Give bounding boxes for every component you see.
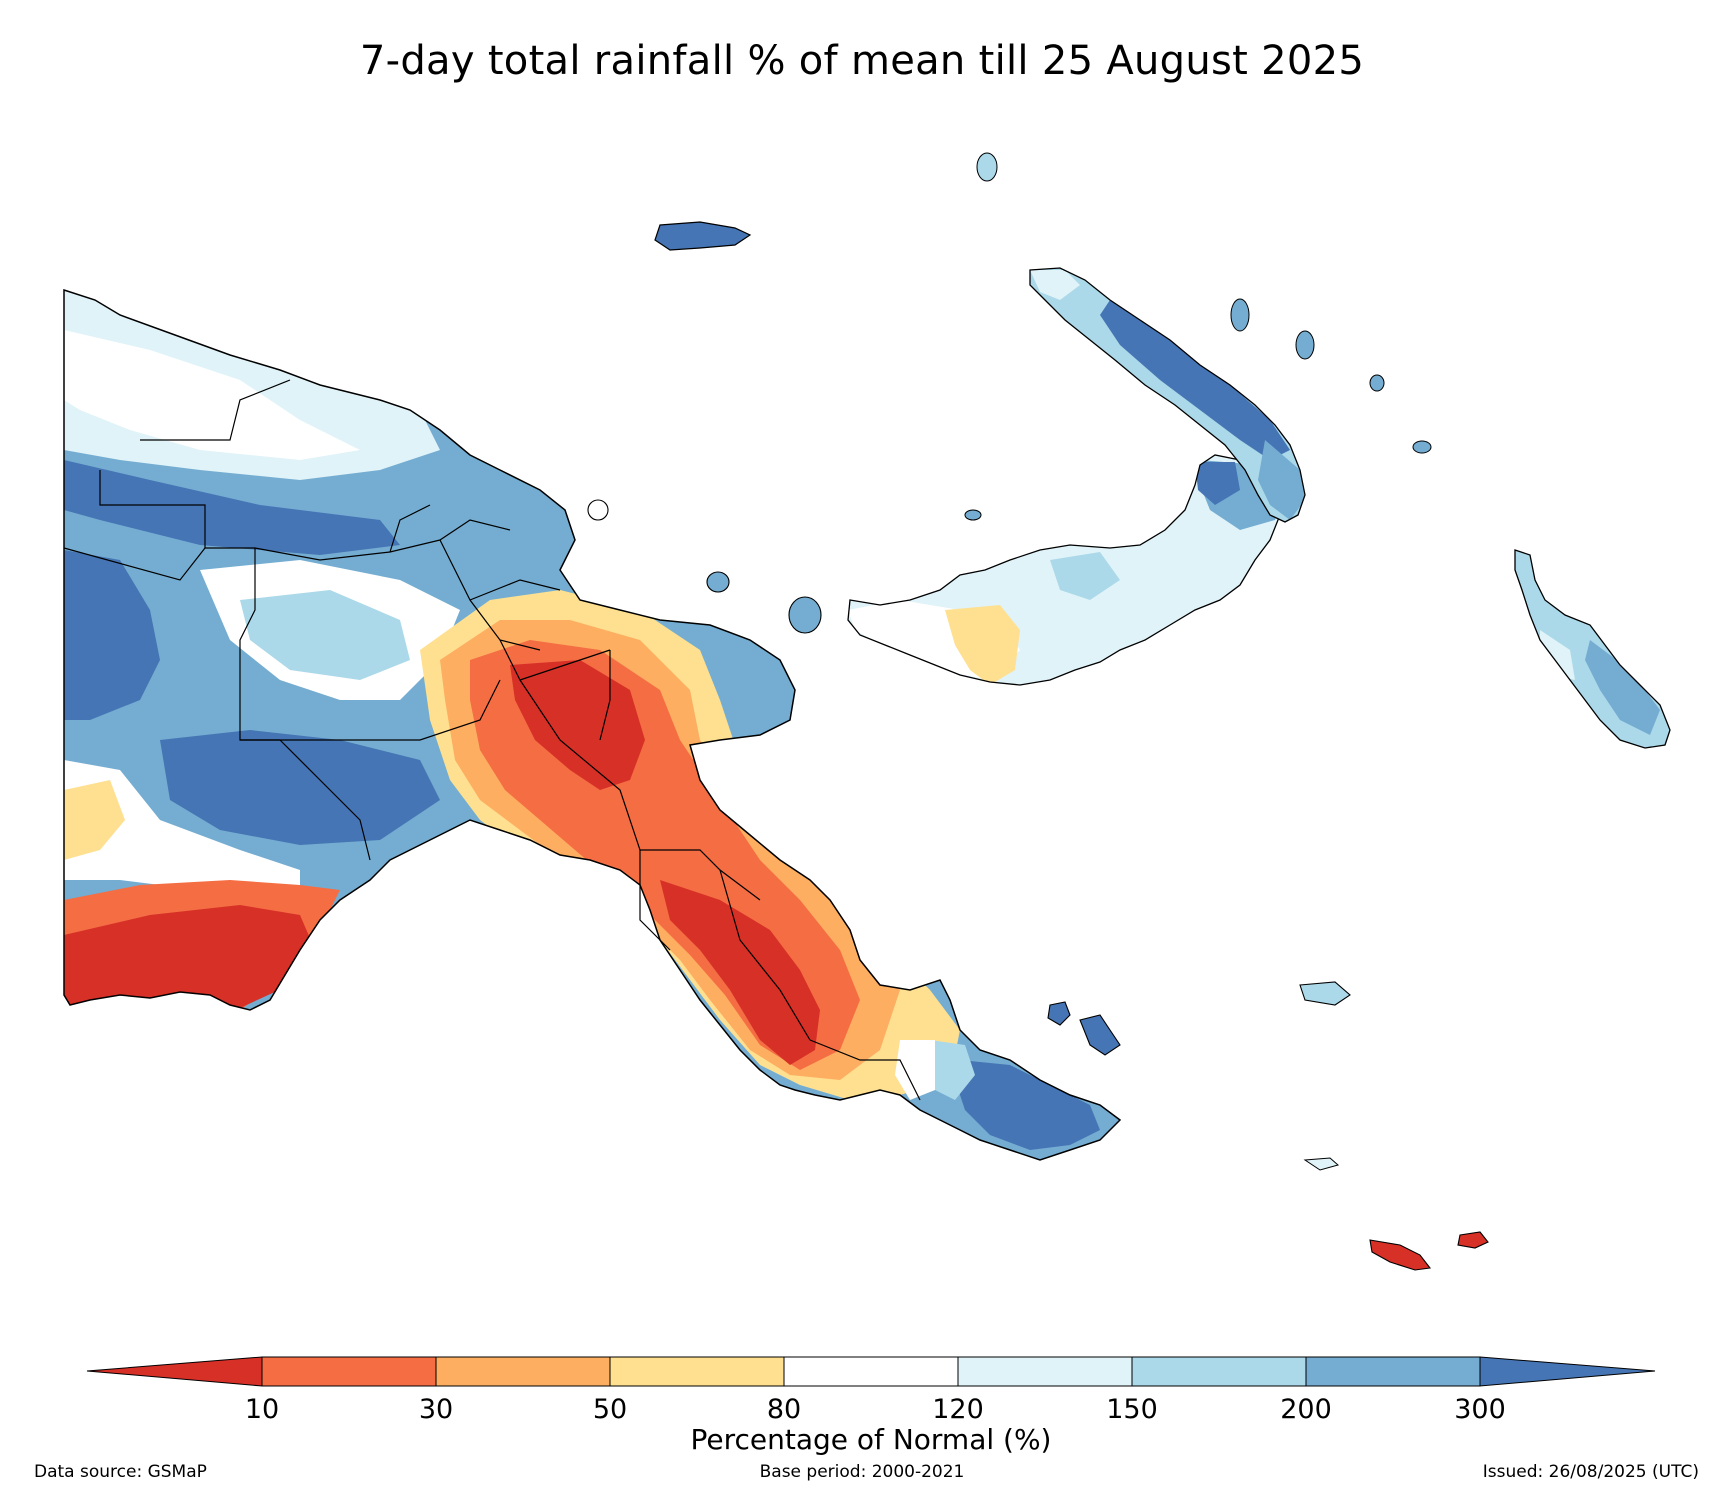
tanga-island <box>1369 374 1385 392</box>
new-britain-yellow-patch <box>945 605 1020 685</box>
nissan-island <box>1412 440 1432 454</box>
southwest-white-band <box>64 760 300 890</box>
new-ireland-coastline <box>1029 267 1306 523</box>
southern-red-zone <box>660 880 820 1065</box>
tabar-island <box>1230 298 1250 332</box>
umboi-island <box>587 499 609 521</box>
colorbar-tick-label: 200 <box>1280 1394 1332 1425</box>
colorbar-tick-label: 80 <box>767 1394 801 1425</box>
south-red-block <box>64 905 315 1008</box>
bougainville-rainfall <box>1515 550 1670 748</box>
louisiade-island-red-1 <box>1369 1239 1432 1271</box>
colorbar-label: Percentage of Normal (%) <box>691 1423 1052 1456</box>
southeast-tip-light <box>925 1040 975 1100</box>
colorbar-segment-50-80 <box>609 1356 785 1387</box>
colorbar-tick-label: 300 <box>1454 1394 1506 1425</box>
base-period-note: Base period: 2000-2021 <box>759 1462 965 1482</box>
colorbar-tick-label: 10 <box>245 1394 279 1425</box>
southwest-dark-band <box>160 730 440 845</box>
colorbar-segment-80-120 <box>783 1356 959 1387</box>
new-britain-coastline <box>847 454 1286 686</box>
normanby-island <box>1079 1014 1121 1056</box>
feni-island <box>976 152 998 182</box>
colorbar-segment-200-300 <box>1305 1356 1481 1387</box>
louisiade-island-red-2 <box>1457 1231 1489 1249</box>
woodlark-island <box>1303 1157 1340 1171</box>
colorbar-tick-label: 30 <box>419 1394 453 1425</box>
karkar-island <box>788 596 822 634</box>
southeast-tip-dark <box>955 1060 1100 1150</box>
mainland-coastline <box>63 288 1122 1161</box>
watom-island <box>964 509 982 521</box>
issued-date-note: Issued: 26/08/2025 (UTC) <box>1482 1462 1699 1482</box>
colorbar: 10 30 50 80 120 150 200 300 Percentage o… <box>86 1356 1656 1456</box>
new-ireland-rainfall <box>1030 268 1305 522</box>
colorbar-tick-label: 50 <box>593 1394 627 1425</box>
south-yellow-patch <box>64 780 125 860</box>
colorbar-segment-30-50 <box>435 1356 611 1387</box>
lihir-island <box>1295 330 1315 360</box>
new-britain-rainfall <box>848 455 1285 685</box>
colorbar-segment-120-150 <box>957 1356 1133 1387</box>
map-title: 7-day total rainfall % of mean till 25 A… <box>359 38 1365 84</box>
colorbar-tick-label: 150 <box>1106 1394 1158 1425</box>
north-coast-white-band <box>64 330 360 460</box>
colorbar-segment-150-200 <box>1131 1356 1307 1387</box>
bougainville-coastline <box>1514 549 1671 749</box>
long-island <box>706 571 730 593</box>
manus-island <box>654 221 752 251</box>
data-source-note: Data source: GSMaP <box>34 1462 207 1482</box>
province-boundaries <box>63 379 921 1101</box>
colorbar-extend-low <box>86 1356 263 1387</box>
mainland-rainfall <box>64 290 1120 1160</box>
southeast-white <box>895 1040 935 1100</box>
central-red-zone <box>510 660 645 790</box>
trobriand-island <box>1299 981 1351 1006</box>
colorbar-extend-high <box>1479 1356 1656 1387</box>
sepik-dark-band <box>64 460 400 555</box>
colorbar-segment-10-30 <box>261 1356 437 1387</box>
colorbar-tick-label: 120 <box>932 1394 984 1425</box>
fergusson-island <box>1047 1001 1071 1026</box>
highlands-light <box>240 590 410 680</box>
west-dark-block <box>64 550 160 720</box>
